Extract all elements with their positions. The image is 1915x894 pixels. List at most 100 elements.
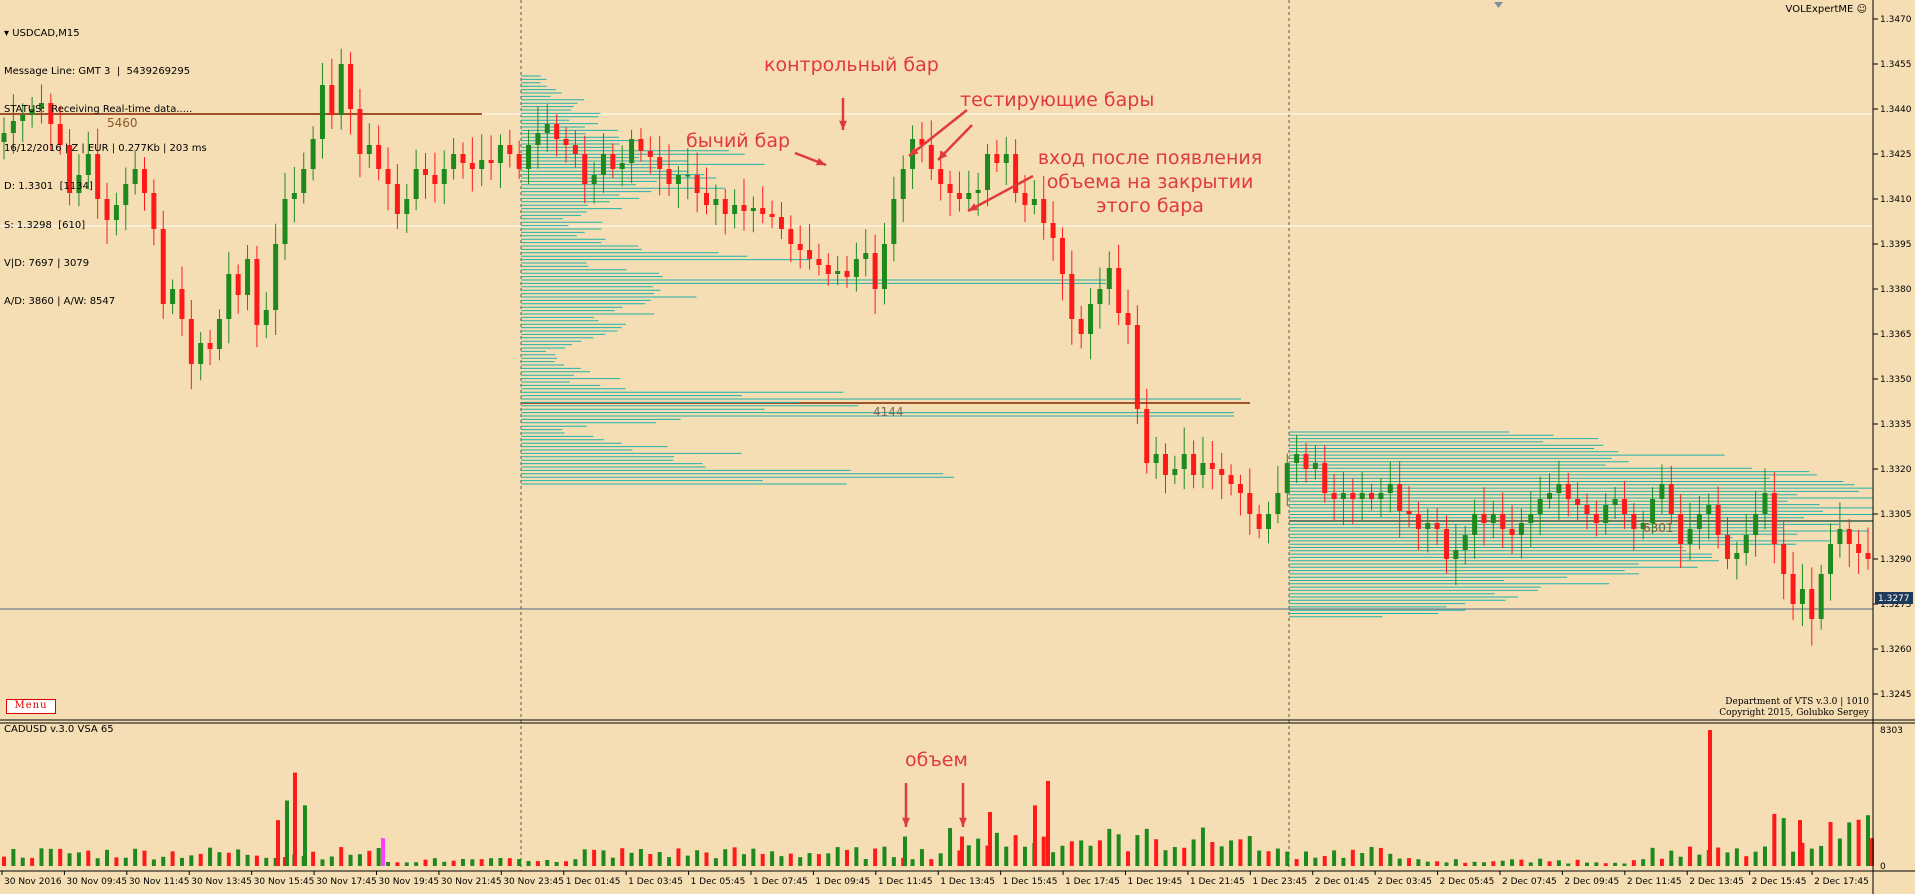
- candle-body: [938, 169, 944, 184]
- candle-body: [1509, 529, 1515, 535]
- candle-body: [357, 109, 363, 154]
- candle-body: [816, 259, 822, 265]
- candle-body: [1059, 238, 1065, 274]
- candle-body: [1706, 505, 1712, 514]
- candle-body: [1078, 319, 1084, 334]
- info-line: Message Line: GMT 3 | 5439269295: [4, 65, 191, 77]
- candle-body: [1771, 493, 1777, 544]
- candle-body: [760, 208, 766, 214]
- candle-body: [563, 139, 569, 145]
- candle-body: [1650, 499, 1656, 523]
- candle-body: [1818, 574, 1824, 619]
- candle-body: [975, 190, 981, 193]
- candle-body: [1743, 535, 1749, 553]
- time-tick-label: 30 Nov 17:45: [316, 877, 377, 887]
- candle-body: [348, 64, 354, 109]
- time-tick-label: 1 Dec 21:45: [1190, 877, 1245, 887]
- candle-body: [301, 169, 307, 193]
- candle-body: [600, 154, 606, 175]
- candle-body: [507, 145, 513, 154]
- candle-body: [423, 169, 429, 175]
- annotation-control-bar: контрольный бар: [764, 54, 939, 76]
- candle-body: [582, 154, 588, 184]
- arrowhead-icon: [938, 150, 948, 160]
- symbol-title[interactable]: ▾ USDCAD,M15: [4, 27, 80, 39]
- current-price-label: 1.3277: [1878, 594, 1910, 604]
- menu-button[interactable]: Menu: [6, 699, 56, 714]
- candle-body: [1612, 499, 1618, 505]
- candle-body: [1481, 514, 1487, 523]
- candle-body: [863, 253, 869, 259]
- candle-body: [1472, 514, 1478, 535]
- time-tick-label: 2 Dec 07:45: [1502, 877, 1557, 887]
- candle-body: [1406, 511, 1412, 514]
- candle-body: [497, 145, 503, 163]
- price-tick-label: 1.3260: [1880, 645, 1912, 655]
- candle-body: [900, 169, 906, 199]
- candle-body: [1753, 514, 1759, 535]
- candle-body: [394, 184, 400, 214]
- level-label: 5460: [107, 116, 138, 130]
- candle-body: [1303, 454, 1309, 469]
- candle-body: [104, 199, 110, 220]
- candle-body: [226, 274, 232, 319]
- candle-body: [1200, 463, 1206, 475]
- candle-body: [1069, 274, 1075, 319]
- candle-body: [216, 319, 222, 349]
- candle-body: [1603, 505, 1609, 523]
- time-tick-label: 30 Nov 15:45: [254, 877, 315, 887]
- candle-body: [1865, 553, 1871, 559]
- price-tick-label: 1.3380: [1880, 285, 1912, 295]
- candle-body: [123, 184, 129, 205]
- candle-body: [1369, 493, 1375, 499]
- candle-body: [29, 109, 35, 115]
- candle-body: [1003, 154, 1009, 163]
- candle-body: [1434, 523, 1440, 529]
- candle-body: [1209, 463, 1215, 469]
- smiley-icon: ☺: [1856, 4, 1867, 15]
- candle-body: [1397, 484, 1403, 511]
- candle-body: [722, 199, 728, 214]
- candle-body: [1340, 493, 1346, 499]
- price-tick-label: 1.3455: [1880, 60, 1912, 70]
- candle-body: [1, 133, 7, 142]
- candle-body: [376, 145, 382, 169]
- candle-body: [479, 160, 485, 169]
- candle-body: [835, 271, 841, 274]
- candle-body: [647, 151, 653, 157]
- info-line: STATUS: Receiving Real-time data.....: [4, 104, 193, 116]
- candle-body: [1153, 454, 1159, 463]
- arrowhead-icon: [959, 817, 967, 827]
- candle-body: [919, 139, 925, 145]
- candle-body: [1584, 505, 1590, 514]
- candle-body: [10, 121, 16, 133]
- candle-body: [1547, 493, 1553, 499]
- time-tick-label: 1 Dec 23:45: [1252, 877, 1307, 887]
- candle-body: [404, 199, 410, 214]
- candle-body: [1678, 514, 1684, 544]
- expert-label: VOLExpertME ☺: [1785, 4, 1867, 15]
- candle-body: [273, 244, 279, 310]
- arrowhead-icon: [909, 147, 919, 156]
- candle-body: [1031, 199, 1037, 205]
- candle-body: [132, 169, 138, 184]
- price-tick-label: 1.3290: [1880, 555, 1912, 565]
- candle-body: [732, 205, 738, 214]
- candle-body: [1097, 289, 1103, 304]
- candle-body: [947, 184, 953, 193]
- candle-body: [1125, 313, 1131, 325]
- price-tick-label: 1.3395: [1880, 240, 1912, 250]
- info-line: A/D: 3860 | A/W: 8547: [4, 296, 116, 308]
- candle-body: [245, 259, 251, 295]
- arrowhead-icon: [968, 203, 978, 211]
- volume-indicator-title: CADUSD v.3.0 VSA 65: [4, 724, 114, 735]
- time-tick-label: 30 Nov 2016: [4, 877, 62, 887]
- candle-body: [76, 175, 82, 193]
- time-tick-label: 30 Nov 21:45: [441, 877, 502, 887]
- arrowhead-icon: [816, 158, 826, 166]
- candle-body: [1846, 529, 1852, 544]
- candle-body: [629, 139, 635, 163]
- candle-body: [1856, 544, 1862, 553]
- candle-body: [1565, 484, 1571, 499]
